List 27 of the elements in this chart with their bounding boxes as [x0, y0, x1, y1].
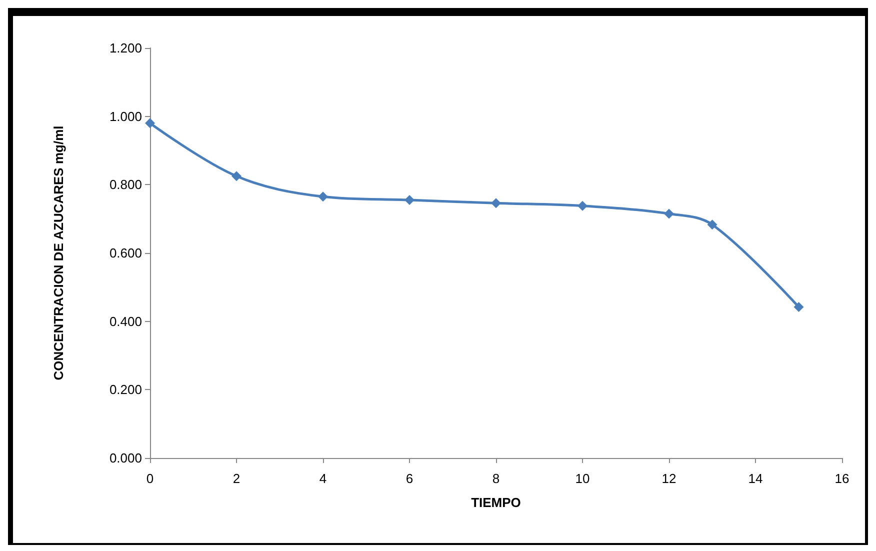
x-axis-title: TIEMPO — [471, 495, 521, 510]
x-tick-label: 14 — [748, 471, 763, 486]
x-tick-label: 8 — [492, 471, 500, 486]
x-tick-label: 2 — [232, 471, 240, 486]
y-tick-label: 0.600 — [109, 246, 142, 260]
y-tick-label: 0.800 — [109, 177, 142, 192]
x-tick-label: 16 — [834, 471, 850, 486]
y-tick-label: 0.400 — [109, 314, 142, 329]
point — [794, 302, 804, 312]
x-tick-label: 4 — [319, 471, 327, 486]
point — [491, 198, 501, 208]
point — [145, 118, 155, 128]
point — [707, 220, 718, 230]
y-tick-label: 0.200 — [109, 382, 142, 398]
point — [318, 192, 328, 202]
y-tick-label: 1.000 — [109, 108, 142, 124]
point — [578, 200, 588, 211]
point — [232, 171, 242, 182]
y-tick-label: 0.000 — [109, 450, 142, 466]
point — [664, 208, 674, 219]
x-tick-label: 12 — [662, 471, 676, 486]
y-tick-label: 1.200 — [109, 40, 142, 56]
y-axis-title: CONCENTRACION DE AZUCARES mg/ml — [51, 126, 66, 380]
point — [404, 195, 414, 206]
x-tick-label: 6 — [406, 471, 414, 486]
x-tick-label: 10 — [575, 471, 590, 486]
x-tick-label: 0 — [146, 471, 154, 486]
